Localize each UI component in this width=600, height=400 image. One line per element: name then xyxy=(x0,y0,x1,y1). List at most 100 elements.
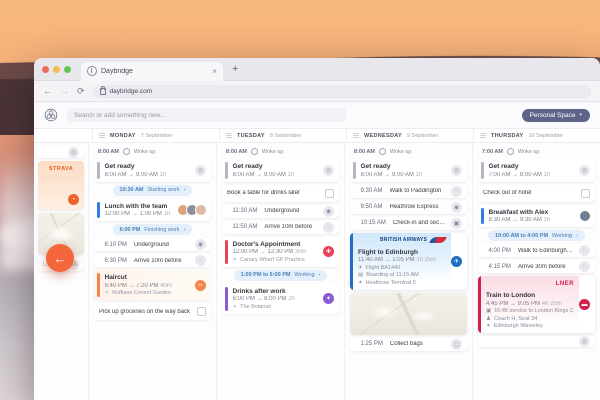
day-header-monday[interactable]: MONDAY 7 September xyxy=(93,129,220,142)
task-checkbox[interactable] xyxy=(325,188,334,198)
task-item[interactable]: Book a table for drinks later xyxy=(222,184,339,202)
attendee-avatars[interactable] xyxy=(177,203,207,216)
attendee-avatars[interactable] xyxy=(579,209,591,222)
event-icon[interactable]: ◎ xyxy=(579,336,590,347)
event-card-walk[interactable]: 4:00 PM Walk to Edinburgh W... ◌ xyxy=(478,244,595,257)
event-card-train[interactable]: LNER Train to London 4:45 PM → 9:05 PM 4… xyxy=(478,276,595,333)
status-chip-starting-work[interactable]: 10:30 AM Starting work › xyxy=(112,184,193,196)
event-card-get-ready[interactable]: Get ready 8:00 AM → 9:00 AM 1h ◎ xyxy=(350,159,467,182)
search-input[interactable]: Search or add something new... xyxy=(67,108,346,122)
event-card-get-ready[interactable]: Get ready 8:00 AM → 9:00 AM 1h ◎ xyxy=(94,159,211,182)
strava-label: STRAVA xyxy=(48,166,74,172)
event-icon[interactable]: ◎ xyxy=(68,147,79,158)
terminal: Heathrow Terminal 5 xyxy=(365,279,416,286)
event-card-checkin[interactable]: 10:15 AM Check-in and security ▣ xyxy=(350,216,467,230)
forward-nav-icon[interactable]: → xyxy=(60,85,69,96)
event-title: Haircut xyxy=(104,274,127,281)
train-icon[interactable]: ◉ xyxy=(451,201,462,213)
maximize-window-button[interactable] xyxy=(64,65,71,73)
event-card-bags[interactable]: 1:25 PM Collect bags ▢ xyxy=(350,337,467,351)
day-header-partial[interactable] xyxy=(34,129,93,142)
walk-icon[interactable]: ◌ xyxy=(195,255,206,266)
space-selector[interactable]: Personal Space ▾ xyxy=(521,108,590,122)
clock-icon[interactable]: ◌ xyxy=(579,261,590,272)
event-card[interactable]: ◎ xyxy=(38,147,84,158)
map-preview[interactable] xyxy=(350,292,467,335)
event-icon[interactable]: ◎ xyxy=(451,164,462,176)
event-card-doctor[interactable]: Doctor's Appointment 12:00 PM → 12:30 PM… xyxy=(222,236,339,267)
status-chip-finishing-work[interactable]: 6:00 PM Finishing work › xyxy=(112,224,193,235)
event-icon[interactable]: ◎ xyxy=(579,164,590,176)
event-card-underground[interactable]: 6:10 PM Underground ◉ xyxy=(94,238,211,251)
event-card-haircut[interactable]: Haircut 6:40 PM → 7:20 PM 40m ✦ Ruffians… xyxy=(94,270,211,300)
strava-card[interactable]: STRAVA ◔ xyxy=(38,161,84,210)
pin-icon: ✦ xyxy=(104,290,110,296)
status-chip-working[interactable]: 1:00 PM to 6:00 PM Working › xyxy=(233,269,328,281)
day-name: MONDAY xyxy=(110,132,136,139)
reload-icon[interactable]: ⟳ xyxy=(77,85,85,96)
day-header-thursday[interactable]: THURSDAY 10 September xyxy=(474,129,600,142)
task-checkbox[interactable] xyxy=(581,188,590,198)
event-card-express[interactable]: 9:50 AM Heathrow Express ◉ xyxy=(350,200,467,214)
train-badge-icon[interactable]: ▬ xyxy=(579,299,590,310)
event-card-arrive[interactable]: 4:15 PM Arrive 30m before ◌ xyxy=(478,260,595,273)
event-card-get-ready[interactable]: Get ready 7:00 AM → 8:00 AM 1h ◎ xyxy=(478,159,595,182)
drinks-icon[interactable]: ✦ xyxy=(323,293,334,304)
event-time: 10:15 AM xyxy=(360,220,386,226)
app-header: Search or add something new... Personal … xyxy=(34,102,600,128)
drag-handle-icon[interactable] xyxy=(226,132,232,139)
day-headers: MONDAY 7 September TUESDAY 8 September W… xyxy=(34,128,600,143)
event-icon[interactable]: ◎ xyxy=(323,164,334,176)
minimize-window-button[interactable] xyxy=(53,65,60,73)
event-card-underground[interactable]: 11:30 AM Underground ◉ xyxy=(222,204,339,218)
day-header-tuesday[interactable]: TUESDAY 8 September xyxy=(220,129,347,142)
drag-handle-icon[interactable] xyxy=(353,132,359,139)
new-tab-button[interactable]: + xyxy=(232,62,239,75)
underground-icon[interactable]: ◉ xyxy=(195,239,206,250)
wake-up-row: 8:00 AM Woke up xyxy=(94,147,211,156)
haircut-icon[interactable]: ✂ xyxy=(195,279,206,291)
address-bar[interactable]: daybridge.com xyxy=(92,84,591,98)
status-chip-working[interactable]: 10:00 AM to 4:00 PM Working › xyxy=(488,230,585,241)
luggage-icon[interactable]: ▢ xyxy=(451,338,462,350)
daybridge-logo-icon[interactable] xyxy=(44,108,58,122)
drag-handle-icon[interactable] xyxy=(480,132,486,139)
window-controls[interactable] xyxy=(42,65,71,73)
walk-icon[interactable]: ◌ xyxy=(579,245,590,256)
wake-label: Woke up xyxy=(389,148,412,155)
event-icon[interactable]: ◎ xyxy=(195,164,206,176)
wake-time: 7:00 AM xyxy=(482,148,503,155)
event-label: Arrive 10m before xyxy=(133,257,182,264)
medical-cross-icon[interactable]: ✚ xyxy=(323,246,334,257)
flight-icon[interactable]: ✈ xyxy=(451,255,462,267)
event-card-arrive[interactable]: 11:50 AM Arrive 10m before ◌ xyxy=(222,220,339,234)
event-color-bar xyxy=(481,207,484,224)
browser-tab[interactable]: Daybridge × xyxy=(81,61,223,81)
event-card-drinks[interactable]: Drinks after work 6:00 PM → 8:00 PM 2h ✦… xyxy=(222,283,339,314)
event-card-flight[interactable]: BRITISH AIRWAYS Flight to Edinburgh 11:4… xyxy=(350,232,467,290)
event-card-arrive[interactable]: 6:30 PM Arrive 10m before ◌ xyxy=(94,254,211,267)
walk-icon[interactable]: ◌ xyxy=(323,221,334,233)
security-icon[interactable]: ▣ xyxy=(451,217,462,229)
event-card-lunch[interactable]: Lunch with the team 12:00 PM → 1:00 PM 1… xyxy=(94,198,211,221)
walk-icon[interactable]: ◌ xyxy=(451,185,462,197)
event-time: 8:30 AM → 9:30 AM xyxy=(488,217,542,223)
chip-label: Working xyxy=(552,232,573,239)
underground-icon[interactable]: ◉ xyxy=(323,205,334,217)
event-card-get-ready[interactable]: Get ready 8:00 AM → 9:00 AM 1h ◎ xyxy=(222,159,339,182)
event-card-breakfast[interactable]: Breakfast with Alex 8:30 AM → 9:30 AM 1h xyxy=(478,204,595,227)
task-item[interactable]: Pick up groceries on the way back xyxy=(94,303,211,320)
close-tab-icon[interactable]: × xyxy=(212,66,217,76)
drag-handle-icon[interactable] xyxy=(99,132,105,139)
close-window-button[interactable] xyxy=(42,65,49,73)
event-title: Get ready xyxy=(488,163,519,170)
day-header-wednesday[interactable]: WEDNESDAY 9 September xyxy=(347,129,474,142)
task-checkbox[interactable] xyxy=(197,307,206,316)
back-navigation-button[interactable]: ← xyxy=(46,244,74,272)
back-nav-icon[interactable]: ← xyxy=(43,85,52,96)
event-card[interactable]: ◎ xyxy=(478,336,595,347)
task-item[interactable]: Check out of hotel xyxy=(478,184,595,202)
event-card-walk[interactable]: 9:30 AM Walk to Paddington ◌ xyxy=(350,184,467,198)
event-label: Check-in and security xyxy=(392,220,446,226)
event-title: Drinks after work xyxy=(232,287,286,295)
